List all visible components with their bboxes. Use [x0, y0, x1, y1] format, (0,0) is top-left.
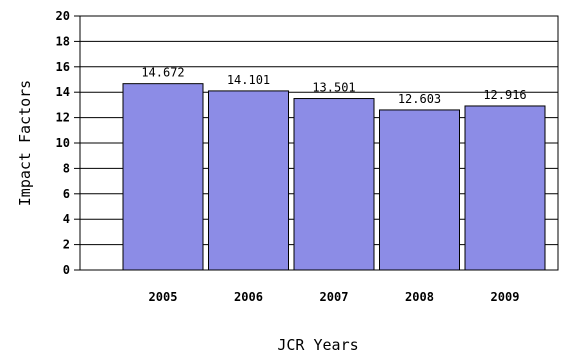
y-tick-label: 20	[56, 9, 70, 23]
x-tick-label: 2006	[234, 290, 263, 304]
y-tick-label: 18	[56, 34, 70, 48]
data-label: 14.101	[227, 73, 270, 87]
x-tick-labels: 2005 2006 2007 2008 2009	[149, 290, 520, 304]
x-tick-label: 2007	[320, 290, 349, 304]
y-tick-label: 8	[63, 161, 70, 175]
x-tick-label: 2008	[405, 290, 434, 304]
data-label: 14.672	[141, 66, 184, 80]
data-label: 12.916	[483, 88, 526, 102]
x-tick-label: 2005	[149, 290, 178, 304]
y-tick-label: 12	[56, 111, 70, 125]
data-label: 13.501	[312, 81, 355, 95]
x-tick-label: 2009	[491, 290, 520, 304]
bar-2007	[293, 98, 375, 271]
data-label: 12.603	[398, 92, 441, 106]
y-tick-label: 14	[56, 85, 70, 99]
y-tick-label: 0	[63, 263, 70, 277]
y-tick-label: 10	[56, 136, 70, 150]
y-tick-label: 6	[63, 187, 70, 201]
y-tick-label: 16	[56, 60, 70, 74]
y-tick-label: 2	[63, 238, 70, 252]
y-tick-labels: 0 2 4 6 8 10 12 14 16 18 20	[56, 9, 70, 277]
bar-2005	[122, 83, 204, 271]
data-labels: 14.672 14.101 13.501 12.603 12.916	[141, 66, 526, 106]
bar-2009	[464, 105, 546, 271]
bar-2008	[379, 109, 460, 271]
y-tick-label: 4	[63, 212, 70, 226]
x-axis-title: JCR Years	[277, 336, 358, 354]
y-axis-title: Impact Factors	[16, 80, 34, 206]
bar-2006	[208, 90, 289, 271]
bars	[122, 83, 546, 271]
